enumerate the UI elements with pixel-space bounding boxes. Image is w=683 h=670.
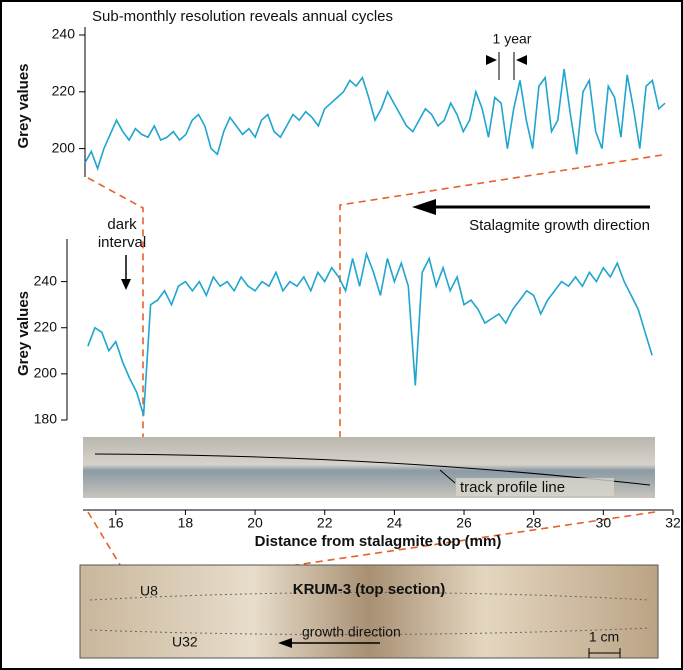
section-label: U32 bbox=[172, 634, 198, 650]
pointer bbox=[439, 469, 456, 484]
y-tick-label: 200 bbox=[34, 365, 58, 381]
y-tick-label: 180 bbox=[34, 411, 58, 427]
x-tick-label: 18 bbox=[178, 515, 194, 531]
y-tick-label: 240 bbox=[34, 272, 58, 288]
x-tick-label: 26 bbox=[456, 515, 472, 531]
y-tick-label: 200 bbox=[52, 139, 76, 155]
arrow-head bbox=[486, 55, 527, 65]
x-tick-label: 32 bbox=[665, 515, 681, 531]
annotation: dark bbox=[107, 216, 137, 233]
data-line bbox=[84, 68, 666, 171]
arrow-head bbox=[121, 279, 131, 290]
arrow-head bbox=[278, 638, 292, 648]
connector bbox=[339, 154, 663, 498]
annotation: interval bbox=[98, 234, 146, 251]
y-axis-title: Grey values bbox=[15, 291, 32, 376]
annotation: 1 year bbox=[493, 31, 532, 47]
chart-title: Sub-monthly resolution reveals annual cy… bbox=[92, 8, 393, 25]
y-tick-label: 220 bbox=[52, 83, 76, 99]
x-tick-label: 24 bbox=[387, 515, 403, 531]
scale-label: 1 cm bbox=[589, 629, 619, 645]
y-axis-title: Grey values bbox=[15, 63, 32, 148]
label-bg bbox=[456, 478, 614, 496]
section-label: growth direction bbox=[302, 624, 401, 640]
track-lines bbox=[89, 592, 651, 636]
y-tick-label: 240 bbox=[52, 26, 76, 42]
annotation: Stalagmite growth direction bbox=[469, 217, 650, 234]
section-title: KRUM-3 (top section) bbox=[293, 581, 446, 598]
x-axis-title: Distance from stalagmite top (mm) bbox=[255, 533, 502, 550]
section-label: U8 bbox=[140, 583, 158, 599]
x-tick-label: 16 bbox=[108, 515, 124, 531]
x-tick-label: 22 bbox=[317, 515, 333, 531]
y-tick-label: 220 bbox=[34, 318, 58, 334]
strip-label: track profile line bbox=[460, 479, 565, 496]
track-line bbox=[94, 453, 651, 486]
arrow-head bbox=[412, 199, 436, 215]
data-line bbox=[87, 251, 653, 416]
x-tick-label: 28 bbox=[526, 515, 542, 531]
x-tick-label: 30 bbox=[596, 515, 612, 531]
x-tick-label: 20 bbox=[247, 515, 263, 531]
connector bbox=[87, 177, 144, 498]
scale-bar bbox=[588, 648, 621, 658]
section-photo bbox=[79, 564, 659, 659]
